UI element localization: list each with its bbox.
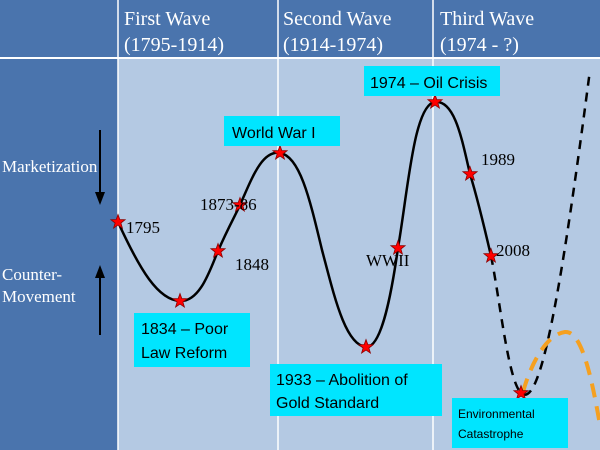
star-ww1 (271, 144, 289, 161)
header-background (0, 0, 600, 58)
star-1974 (426, 93, 444, 110)
callout-box-environmental (452, 398, 568, 448)
callout-box-oil-crisis (364, 66, 500, 96)
callout-gold-standard: 1933 – Abolition of (276, 372, 408, 389)
event-label-1795: 1795 (126, 218, 160, 237)
callout-ww1: World War I (232, 125, 316, 142)
wave-title: Third Wave (440, 8, 534, 30)
callout-box-gold-standard (270, 364, 442, 416)
callout-poor-law: 1834 – Poor (141, 321, 229, 338)
wave-title: First Wave (124, 8, 210, 30)
up-arrow-head (95, 265, 105, 278)
callout-oil-crisis: 1974 – Oil Crisis (370, 75, 487, 92)
star-1873-86 (231, 196, 249, 213)
event-label-2008: 2008 (496, 241, 530, 260)
event-label-1848: 1848 (235, 255, 269, 274)
star-wwii (389, 239, 407, 256)
callout-environmental: Catastrophe (458, 427, 524, 441)
wave-period: (1795-1914) (124, 34, 224, 56)
star-1989 (461, 165, 479, 182)
marketization-label: Marketization (2, 157, 98, 176)
dashed-projection-curve (489, 69, 592, 396)
event-label-wwii: WWII (366, 251, 410, 270)
counter-movement-label: Counter- (2, 265, 62, 284)
event-stars (109, 93, 530, 401)
down-arrow-head (95, 192, 105, 205)
star-1933 (357, 338, 375, 355)
star-2008 (482, 247, 500, 264)
callout-poor-law: Law Reform (141, 345, 227, 362)
event-label-1989: 1989 (481, 150, 515, 169)
star-1848 (209, 242, 227, 259)
callout-box-poor-law (134, 313, 250, 367)
callout-environmental: Environmental (458, 407, 535, 421)
callout-gold-standard: Gold Standard (276, 395, 379, 412)
wave-curve (116, 100, 493, 349)
alternative-future-curve (521, 330, 600, 426)
event-label-1873-86: 1873-86 (200, 195, 257, 214)
counter-movement-label: Movement (2, 287, 76, 306)
star-catastrophe (512, 384, 530, 401)
wave-title: Second Wave (283, 8, 392, 30)
left-panel (0, 58, 118, 450)
wave-period: (1914-1974) (283, 34, 383, 56)
star-1834 (171, 292, 189, 309)
star-1795 (109, 213, 127, 230)
callout-box-ww1 (224, 116, 340, 146)
wave-period: (1974 - ?) (440, 34, 519, 56)
